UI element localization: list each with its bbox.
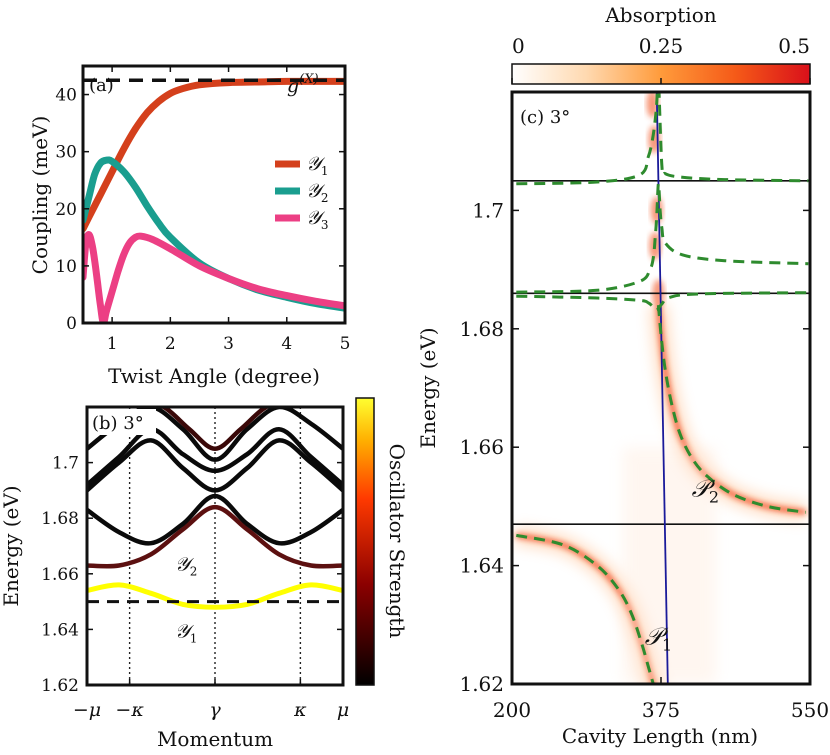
panel-b-xtick-label-0: −μ: [73, 699, 101, 721]
panel-c-polariton-dashed-1: [515, 533, 655, 684]
panel-c-polariton-dashed-4: [516, 92, 809, 186]
panel-c-polariton-label-2-sub: 1: [662, 635, 672, 654]
panel-a-legend-label-1: 𝒴1: [306, 153, 329, 178]
panel-b-colorbar-label: Oscillator Strength: [385, 444, 409, 639]
panel-b-tag-box: [89, 409, 156, 435]
panel-a-xtick-label-3: 4: [281, 334, 292, 354]
panel-a-xtick-label-2: 3: [223, 334, 234, 354]
panel-c-ytick-label-2: 1.66: [459, 435, 504, 459]
panel-b-colorbar: [355, 397, 375, 686]
panel-b-xtick-label-1: −κ: [115, 699, 144, 721]
panel-a-ytick-label-1: 10: [55, 257, 77, 277]
panel-b-xtick-label-4: μ: [337, 699, 349, 721]
panel-c-polariton-dashed-5: [516, 291, 809, 312]
panel-c-polariton-dashed-3: [516, 182, 809, 294]
panel-a-tag: (a): [89, 75, 114, 96]
panel-c-background-tint: [622, 447, 717, 684]
panel-c-colorbar-ticklabel-2: 0.5: [778, 34, 810, 58]
panel-a-ytick-label-4: 40: [55, 86, 77, 106]
panel-c-ticks: 200 375 550 1.62 1.64 1.66 1.68 1.7: [459, 198, 829, 722]
panel-b-xtick-label-3: κ: [293, 699, 307, 721]
panel-c-ylabel: Energy (eV): [416, 327, 440, 448]
panel-a-xlabel: Twist Angle (degree): [108, 364, 320, 388]
panel-b-annotation-2: 𝒴1: [175, 620, 198, 645]
panel-c-polariton-label-1-sub: 2: [709, 487, 719, 506]
panel-b-annotation-2-sub: 1: [190, 631, 198, 645]
panel-c-ytick-label-1: 1.64: [459, 554, 504, 578]
panel-b-ytick-label-0: 1.62: [41, 676, 79, 696]
panel-c-xtick-label-0: 200: [493, 698, 531, 722]
panel-a-ticks: 1 2 3 4 5 0 10 20 30 40: [55, 66, 350, 354]
panel-c-ytick-label-4: 1.7: [472, 198, 504, 222]
panel-c-colorbar-ticklabel-0: 0: [512, 34, 525, 58]
panel-b-annotation-1: 𝒴2: [175, 554, 198, 579]
ref-label-sup: (X): [299, 72, 318, 87]
panel-a-xtick-label-0: 1: [107, 334, 118, 354]
panel-a-legend-label-2-sub: 2: [321, 191, 329, 205]
panel-c-glow-spot-3: [646, 92, 659, 118]
panel-b-band-1: [87, 582, 343, 610]
panel-a-legend-label-3: 𝒴3: [306, 207, 329, 232]
panel-b-ylabel: Energy (eV): [0, 485, 23, 606]
panel-a-ytick-label-2: 20: [55, 200, 77, 220]
panel-a-ytick-label-0: 0: [66, 314, 77, 334]
panel-b-band-7: [157, 407, 273, 451]
panel-a-xtick-label-4: 5: [340, 334, 351, 354]
panel-b-band-3: [87, 493, 343, 546]
panel-b-ytick-label-1: 1.64: [41, 620, 79, 640]
panel-a-frame: [81, 64, 347, 325]
panel-a-xtick-label-1: 2: [165, 334, 176, 354]
panel-c-colorbar-ticks: 0 0.25 0.5: [511, 34, 811, 84]
panel-c-lines: [512, 92, 810, 684]
panel-c-colorbar-ticklabel-1: 0.25: [639, 34, 684, 58]
panel-b-ytick-label-3: 1.68: [41, 509, 79, 529]
panel-c-xlabel: Cavity Length (nm): [562, 724, 758, 748]
panel-c-ytick-label-0: 1.62: [459, 672, 504, 696]
panel-a-line-series-3: [83, 231, 345, 323]
panel-a-legend-label-3-sub: 3: [321, 218, 329, 232]
panel-a-ylabel: Coupling (meV): [28, 116, 52, 275]
panel-b-annotations: 𝒴2 𝒴1: [175, 554, 198, 646]
panel-a-reference-label: g(X): [287, 72, 319, 97]
panel-c-tag: (c) 3°: [520, 107, 570, 128]
panel-b-band-5: [87, 426, 343, 487]
panel-c-xtick-label-2: 550: [791, 698, 829, 722]
panel-c-ytick-label-3: 1.68: [459, 317, 504, 341]
panel-a-ytick-label-3: 30: [55, 143, 77, 163]
panel-c-colorbar-label: Absorption: [604, 3, 716, 27]
panel-b-xtick-label-2: γ: [209, 699, 221, 721]
panel-b-annotation-1-sub: 2: [190, 565, 198, 579]
ref-label-main: g: [287, 75, 299, 97]
panel-a-legend-label-1-sub: 1: [321, 164, 329, 178]
panel-b-xlabel: Momentum: [157, 727, 273, 751]
panel-c-polariton-dashed-2: [656, 304, 806, 514]
panel-a-series: [83, 77, 345, 323]
panel-b-ytick-label-2: 1.66: [41, 565, 79, 585]
panel-c-xtick-label-1: 375: [642, 698, 680, 722]
panel-b-bands: −μ −κ γ κ μ 1.62 1.64 1.66 1.68 1.7 (b) 3° 𝒴2 𝒴1 M…: [0, 397, 409, 751]
panel-b-band-4: [87, 438, 343, 493]
panel-b-tag: (b) 3°: [92, 413, 144, 434]
panel-b-ticks: −μ −κ γ κ μ 1.62 1.64 1.66 1.68 1.7: [41, 454, 349, 721]
panel-b-band-2: [87, 504, 343, 569]
panel-b-ytick-label-4: 1.7: [52, 454, 79, 474]
panel-c-tag-box: [515, 95, 585, 131]
panel-a-legend-label-2: 𝒴2: [306, 180, 329, 205]
